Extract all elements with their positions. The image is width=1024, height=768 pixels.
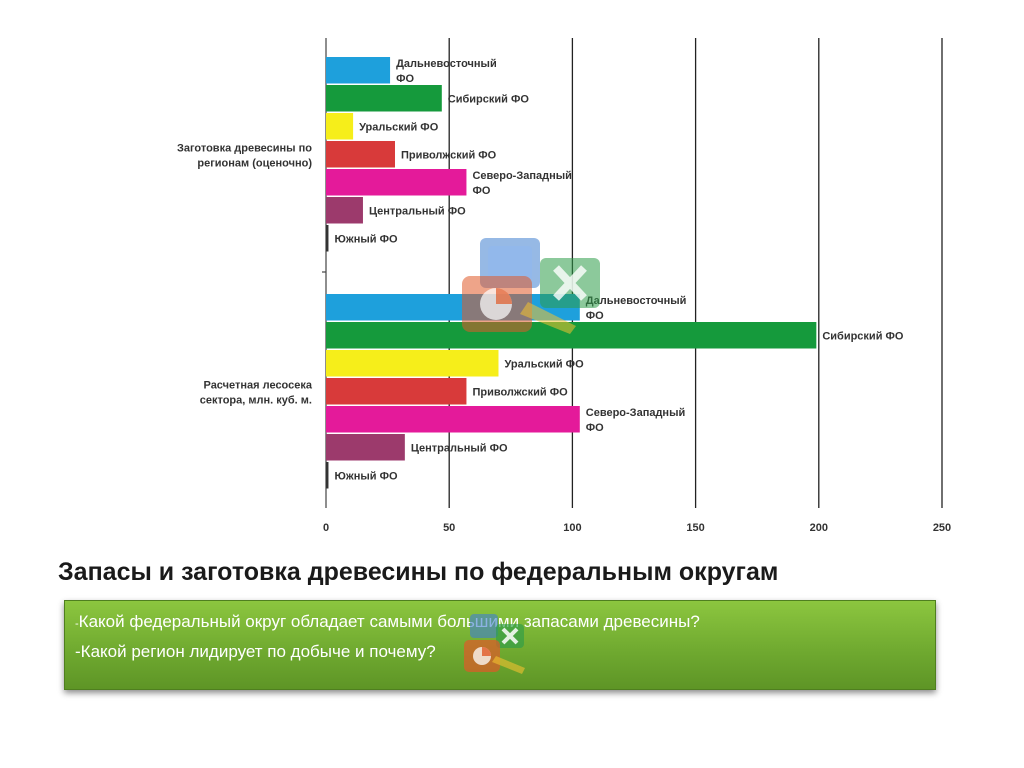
- bar-label: Южный ФО: [334, 233, 398, 245]
- question-1: -Какой федеральный округ обладает самыми…: [75, 609, 925, 637]
- bar-label: ФО: [586, 310, 604, 322]
- bar-label: Дальневосточный: [396, 58, 497, 70]
- bar-label: Сибирский ФО: [822, 330, 904, 342]
- office-logo-icon: [462, 238, 600, 334]
- bar: [326, 141, 395, 168]
- bar-label: Уральский ФО: [359, 121, 439, 133]
- group-label: Расчетная лесосека: [204, 380, 313, 392]
- bar-label: ФО: [396, 73, 414, 85]
- bar-label: Северо-Западный: [472, 170, 571, 182]
- bar-label: Приволжский ФО: [401, 149, 497, 161]
- slide-title: Запасы и заготовка древесины по федераль…: [58, 558, 779, 586]
- group-label: Заготовка древесины по: [177, 143, 312, 155]
- group-label: регионам (оценочно): [197, 158, 312, 170]
- x-tick-label: 250: [933, 522, 951, 534]
- group-label: сектора, млн. куб. м.: [200, 395, 312, 407]
- question-1-dash: -: [75, 618, 79, 630]
- bar: [326, 434, 405, 461]
- bar-label: Южный ФО: [334, 470, 398, 482]
- bar-chart-svg: 0 50 100 150 200 250 Заготовка древесины по рег…: [177, 38, 951, 534]
- bar-label: Дальневосточный: [586, 295, 687, 307]
- x-tick-label: 150: [686, 522, 704, 534]
- question-box: -Какой федеральный округ обладает самыми…: [64, 600, 936, 690]
- bar-label: Сибирский ФО: [448, 93, 530, 105]
- x-tick-label: 100: [563, 522, 581, 534]
- bar-label: ФО: [472, 185, 490, 197]
- bar: [326, 169, 467, 196]
- bar-label: Приволжский ФО: [472, 386, 568, 398]
- bar: [326, 225, 329, 252]
- office-logo-icon: [464, 614, 525, 674]
- bar-label: Центральный ФО: [369, 205, 466, 217]
- x-tick-label: 0: [323, 522, 329, 534]
- bar: [326, 350, 499, 377]
- bar: [326, 57, 391, 84]
- bar: [326, 378, 467, 405]
- bar: [326, 85, 442, 112]
- bar: [326, 197, 363, 224]
- chart: 0 50 100 150 200 250 Заготовка древесины по рег…: [177, 38, 951, 534]
- bar: [326, 462, 329, 489]
- x-tick-label: 50: [443, 522, 455, 534]
- bar-label: ФО: [586, 422, 604, 434]
- question-2: -Какой регион лидирует по добыче и почем…: [75, 642, 436, 661]
- bar: [326, 406, 580, 433]
- bar-label: Центральный ФО: [411, 442, 508, 454]
- x-tick-label: 200: [810, 522, 828, 534]
- bar-label: Северо-Западный: [586, 407, 685, 419]
- question-1-text: Какой федеральный округ обладает самыми …: [78, 612, 700, 631]
- bar-label: Уральский ФО: [504, 358, 584, 370]
- bar: [326, 113, 354, 140]
